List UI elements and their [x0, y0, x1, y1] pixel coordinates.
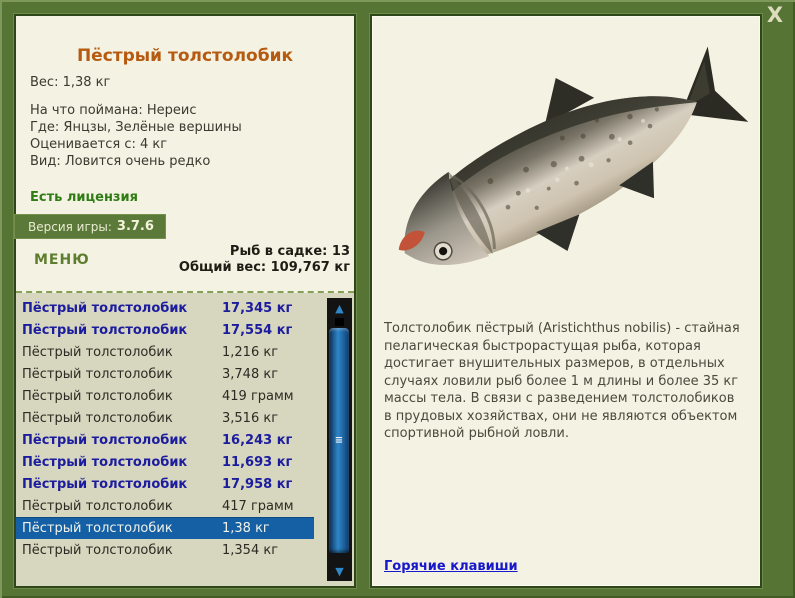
fish-weight: 1,216 кг — [222, 344, 279, 360]
fish-title: Пёстрый толстолобик — [76, 46, 294, 66]
fish-weight: 3,516 кг — [222, 410, 279, 426]
fish-name: Пёстрый толстолобик — [22, 454, 188, 470]
scroll-up-button[interactable]: ▲ — [327, 298, 352, 318]
fish-name: Пёстрый толстолобик — [22, 344, 173, 360]
license-status: Есть лицензия — [30, 190, 138, 205]
list-item[interactable]: Пёстрый толстолобик 3,748 кг — [16, 363, 314, 385]
fish-weight: 3,748 кг — [222, 366, 279, 382]
fish-weight: 1,354 кг — [222, 542, 279, 558]
fish-list-rows: Пёстрый толстолобик 17,345 кг Пёстрый толс… — [16, 297, 314, 561]
scroll-up-icon: ▲ — [335, 301, 344, 315]
rarity-line: Вид: Ловится очень редко — [30, 154, 211, 169]
fish-name: Пёстрый толстолобик — [22, 476, 188, 492]
cage-total-weight: Общий вес: 109,767 кг — [178, 260, 350, 275]
valued-line: Оценивается с: 4 кг — [30, 137, 168, 152]
fish-image-area — [372, 16, 760, 306]
catch-info-panel: Пёстрый толстолобик Вес: 1,38 кг На что … — [14, 14, 356, 588]
cage-stats: Рыб в садке: 13 Общий вес: 109,767 кг — [179, 244, 350, 276]
scrollbar-thumb[interactable]: ≡ — [329, 328, 349, 553]
cage-list-section: Пёстрый толстолобик 17,345 кг Пёстрый толс… — [16, 293, 354, 586]
fish-name: Пёстрый толстолобик — [22, 388, 173, 404]
scroll-down-button[interactable]: ▼ — [327, 561, 352, 581]
fish-weight: 17,958 кг — [222, 476, 293, 492]
list-item[interactable]: Пёстрый толстолобик 11,693 кг — [16, 451, 314, 473]
list-item[interactable]: Пёстрый толстолобик 417 грамм — [16, 495, 314, 517]
scrollbar-notch — [335, 318, 344, 326]
list-scrollbar[interactable]: ▲ ≡ ▼ — [327, 298, 352, 581]
fish-weight: 17,554 кг — [222, 322, 293, 338]
fish-name: Пёстрый толстолобик — [22, 498, 173, 514]
list-item[interactable]: Пёстрый толстолобик 16,243 кг — [16, 429, 314, 451]
fish-name: Пёстрый толстолобик — [22, 300, 188, 316]
fish-name: Пёстрый толстолобик — [22, 520, 173, 536]
scrollbar-grip-icon: ≡ — [334, 434, 344, 446]
fish-weight-line: Вес: 1,38 кг — [30, 75, 111, 90]
list-item[interactable]: Пёстрый толстолобик 1,354 кг — [16, 539, 314, 561]
scroll-down-icon: ▼ — [335, 564, 344, 578]
hotkeys-link[interactable]: Горячие клавиши — [384, 559, 518, 574]
fish-weight: 417 грамм — [222, 498, 294, 514]
fish-weight: 419 грамм — [222, 388, 294, 404]
fish-description: Толстолобик пёстрый (Aristichthus nobili… — [384, 321, 740, 441]
place-line: Где: Янцзы, Зелёные вершины — [30, 120, 242, 135]
fish-details-panel: Толстолобик пёстрый (Aristichthus nobili… — [370, 14, 762, 588]
fish-photo — [398, 46, 749, 266]
bait-line: На что поймана: Нереис — [30, 103, 197, 118]
fish-name: Пёстрый толстолобик — [22, 322, 188, 338]
menu-row: МЕНЮ Рыб в садке: 13 Общий вес: 109,767 … — [16, 244, 350, 276]
fish-weight: 17,345 кг — [222, 300, 293, 316]
list-item[interactable]: Пёстрый толстолобик 419 грамм — [16, 385, 314, 407]
fish-weight: 11,693 кг — [222, 454, 293, 470]
version-label: Версия игры: — [28, 219, 112, 234]
fish-name: Пёстрый толстолобик — [22, 366, 173, 382]
fish-name: Пёстрый толстолобик — [22, 542, 173, 558]
fish-detail-lines: На что поймана: Нереис Где: Янцзы, Зелён… — [30, 102, 354, 170]
fish-info-section: Пёстрый толстолобик Вес: 1,38 кг На что … — [14, 16, 354, 293]
fish-weight: 1,38 кг — [222, 520, 270, 536]
list-item[interactable]: Пёстрый толстолобик 17,958 кг — [16, 473, 314, 495]
fish-name: Пёстрый толстолобик — [22, 410, 173, 426]
cage-count: Рыб в садке: 13 — [229, 244, 350, 259]
list-item[interactable]: Пёстрый толстолобик 17,554 кг — [16, 319, 314, 341]
list-item[interactable]: Пёстрый толстолобик 1,38 кг — [16, 517, 314, 539]
game-version-badge: Версия игры: 3.7.6 — [14, 214, 166, 239]
list-item[interactable]: Пёстрый толстолобик 3,516 кг — [16, 407, 314, 429]
fish-weight: 16,243 кг — [222, 432, 293, 448]
list-item[interactable]: Пёстрый толстолобик 17,345 кг — [16, 297, 314, 319]
close-button[interactable]: X — [766, 3, 784, 27]
fish-name: Пёстрый толстолобик — [22, 432, 188, 448]
hotkeys-row: Горячие клавиши — [372, 555, 760, 586]
version-value: 3.7.6 — [116, 219, 154, 234]
menu-button[interactable]: МЕНЮ — [34, 252, 90, 268]
list-item[interactable]: Пёстрый толстолобик 1,216 кг — [16, 341, 314, 363]
